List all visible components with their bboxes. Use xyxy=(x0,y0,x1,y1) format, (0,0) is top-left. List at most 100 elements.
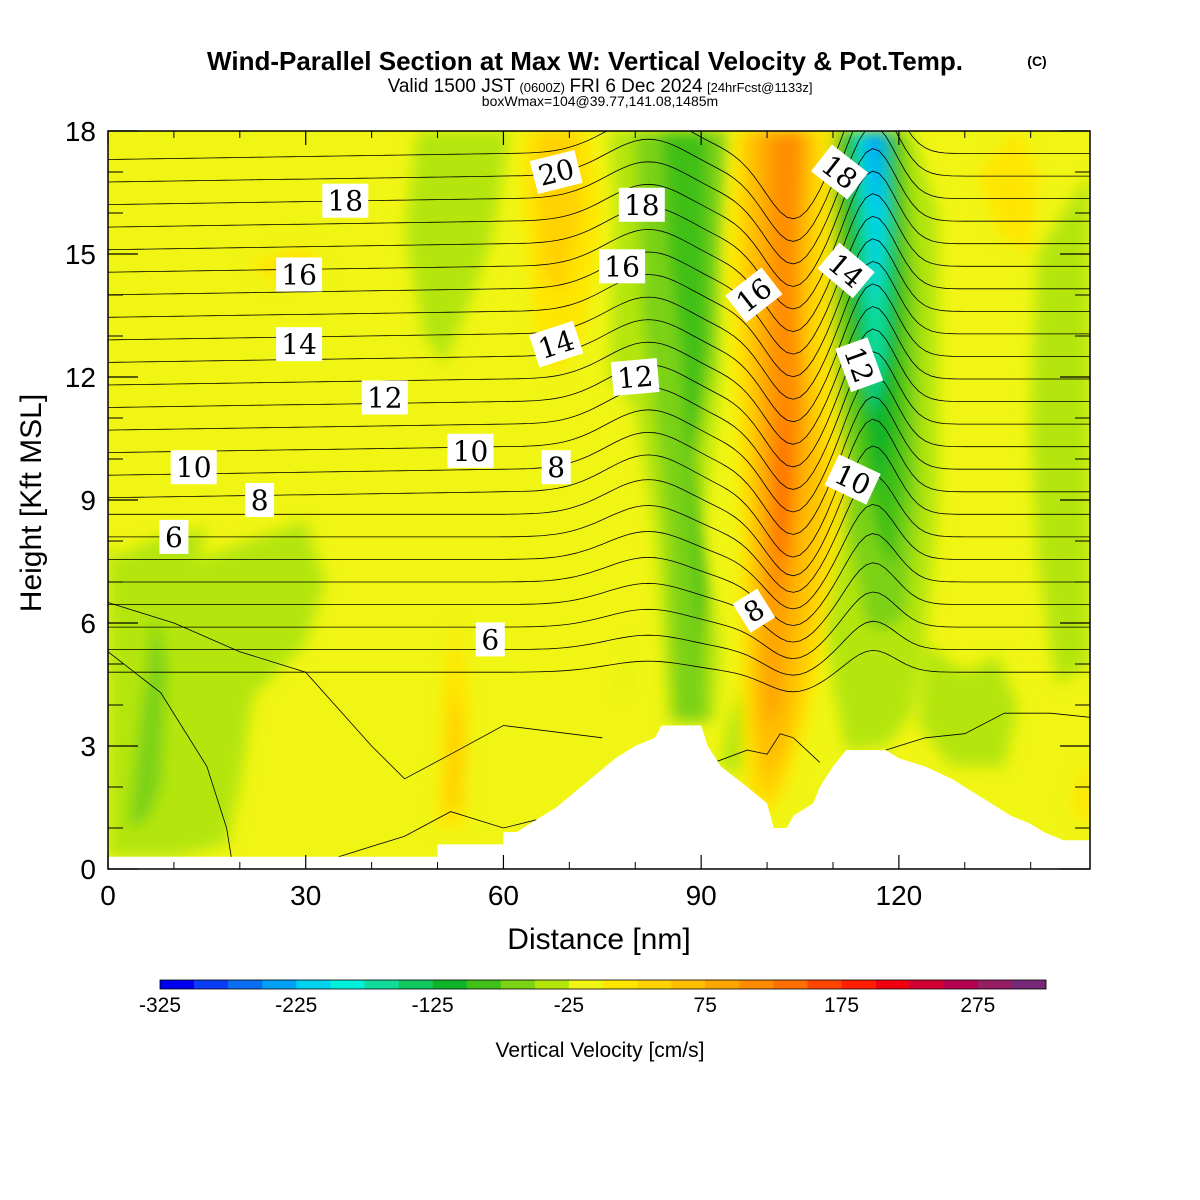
colorbar-swatch xyxy=(841,980,876,989)
velocity-band xyxy=(720,623,748,775)
contour-label-text: 12 xyxy=(616,360,654,396)
theta-contour-line xyxy=(108,474,1090,593)
contour-label-text: 10 xyxy=(453,435,489,468)
contour-label-text: 18 xyxy=(624,189,660,222)
contour-label-box xyxy=(541,450,571,485)
contour-label-box xyxy=(811,144,869,200)
contour-label-box xyxy=(732,588,776,633)
theta-contour-line xyxy=(108,351,1090,490)
contour-label-box xyxy=(599,249,646,284)
contour-label-text: 14 xyxy=(281,328,317,361)
contour-label: 16 xyxy=(599,249,646,284)
contour-label-box xyxy=(361,380,408,415)
colorbar-swatch xyxy=(909,980,945,989)
velocity-band xyxy=(776,397,791,562)
x-tick-label: 120 xyxy=(876,880,923,911)
forecast-info: [24hrFcst@1133z] xyxy=(707,80,812,95)
contour-label: 12 xyxy=(361,380,408,415)
x-tick-label: 0 xyxy=(100,880,116,911)
contour-label-box xyxy=(725,267,783,323)
contour-label-box xyxy=(835,337,884,393)
colorbar-swatch xyxy=(364,980,399,989)
contour-label-box xyxy=(322,183,369,218)
contour-label-box xyxy=(170,450,217,485)
y-tick-label: 0 xyxy=(80,854,96,885)
colorbar-swatch xyxy=(603,980,638,989)
colorbar-swatch xyxy=(568,980,604,989)
contour-label-box xyxy=(610,358,660,396)
contour-label: 12 xyxy=(610,358,660,396)
velocity-band xyxy=(127,610,168,828)
theta-contour-line xyxy=(108,328,1090,468)
contour-label-box xyxy=(824,454,881,505)
contour-label: 18 xyxy=(322,183,369,218)
colorbar-swatch xyxy=(228,980,263,989)
theta-contour-line xyxy=(108,651,234,869)
contour-label: 14 xyxy=(276,327,323,362)
terrain-mask xyxy=(108,725,1090,869)
velocity-band xyxy=(1030,172,1090,685)
theta-contour-line xyxy=(108,533,1090,626)
theta-contour-line xyxy=(108,602,603,780)
contour-label-box xyxy=(447,433,494,468)
colorbar-swatch xyxy=(807,980,842,989)
chart-title: Wind-Parallel Section at Max W: Vertical… xyxy=(207,46,963,76)
colorbar-frame xyxy=(159,979,1047,990)
y-tick-label: 6 xyxy=(80,608,96,639)
contour-label: 8 xyxy=(541,450,571,485)
colorbar-swatch xyxy=(534,980,570,989)
colorbar-swatch xyxy=(466,980,502,989)
colorbar-swatch xyxy=(262,980,297,989)
colorbar-swatch xyxy=(398,980,433,989)
colorbar-tick-label: -225 xyxy=(275,994,317,1017)
y-tick-label: 18 xyxy=(65,116,96,147)
y-axis-label: Height [Kft MSL] xyxy=(15,394,48,612)
y-tick-label: 15 xyxy=(65,239,96,270)
theta-contour-line xyxy=(108,131,1090,220)
contour-label-text: 10 xyxy=(176,451,212,484)
velocity-band xyxy=(108,520,326,869)
colorbar-swatch xyxy=(500,980,536,989)
contour-label: 10 xyxy=(170,450,217,485)
contour-label-box xyxy=(529,320,584,368)
x-tick-label: 90 xyxy=(686,880,717,911)
contour-label-text: 16 xyxy=(604,250,640,283)
contour-label: 18 xyxy=(618,187,665,222)
colorbar: -325 -225 -125 -25 75 175 275 xyxy=(139,979,1047,1017)
x-axis-label: Distance [nm] xyxy=(507,923,690,956)
theta-contour-line xyxy=(108,283,1090,423)
contour-label-text: 6 xyxy=(481,623,499,656)
contour-label: 8 xyxy=(245,483,275,517)
colorbar-tick-label: 175 xyxy=(824,994,859,1017)
contour-label-box xyxy=(159,519,189,554)
theta-contour-line xyxy=(108,396,1090,535)
contour-label: 10 xyxy=(824,454,881,505)
colorbar-swatch xyxy=(330,980,365,989)
contour-label-box xyxy=(475,622,505,657)
theta-contour-line xyxy=(108,238,1090,378)
theta-contour-line xyxy=(108,260,1090,400)
theta-contour-line xyxy=(108,649,1090,693)
colorbar-swatch xyxy=(739,980,774,989)
theta-contour-line xyxy=(108,373,1090,513)
axis-ticks: 0 30 60 90 120 0 3 6 9 12 15 18 xyxy=(65,116,1090,911)
y-tick-label: 3 xyxy=(80,731,96,762)
theta-contour-line xyxy=(108,620,1090,676)
theta-contour-line xyxy=(108,193,1090,333)
colorbar-swatch xyxy=(773,980,808,989)
valid-utc: (0600Z) xyxy=(519,80,565,95)
velocity-band xyxy=(622,631,636,697)
valid-time-line: Valid 1500 JST (0600Z) FRI 6 Dec 2024 [2… xyxy=(388,76,813,97)
velocity-band xyxy=(1070,766,1090,828)
colorbar-tick-label: 75 xyxy=(694,994,717,1017)
colorbar-swatch xyxy=(637,980,672,989)
theta-contour-line xyxy=(108,503,1090,610)
theta-contour-line xyxy=(108,215,1090,355)
copyright-mark: (C) xyxy=(1027,53,1046,69)
colorbar-swatch xyxy=(671,980,706,989)
theta-contour-line xyxy=(108,591,1090,660)
colorbar-swatch xyxy=(1011,980,1047,989)
x-tick-label: 30 xyxy=(290,880,321,911)
theta-contour-line xyxy=(108,562,1090,643)
